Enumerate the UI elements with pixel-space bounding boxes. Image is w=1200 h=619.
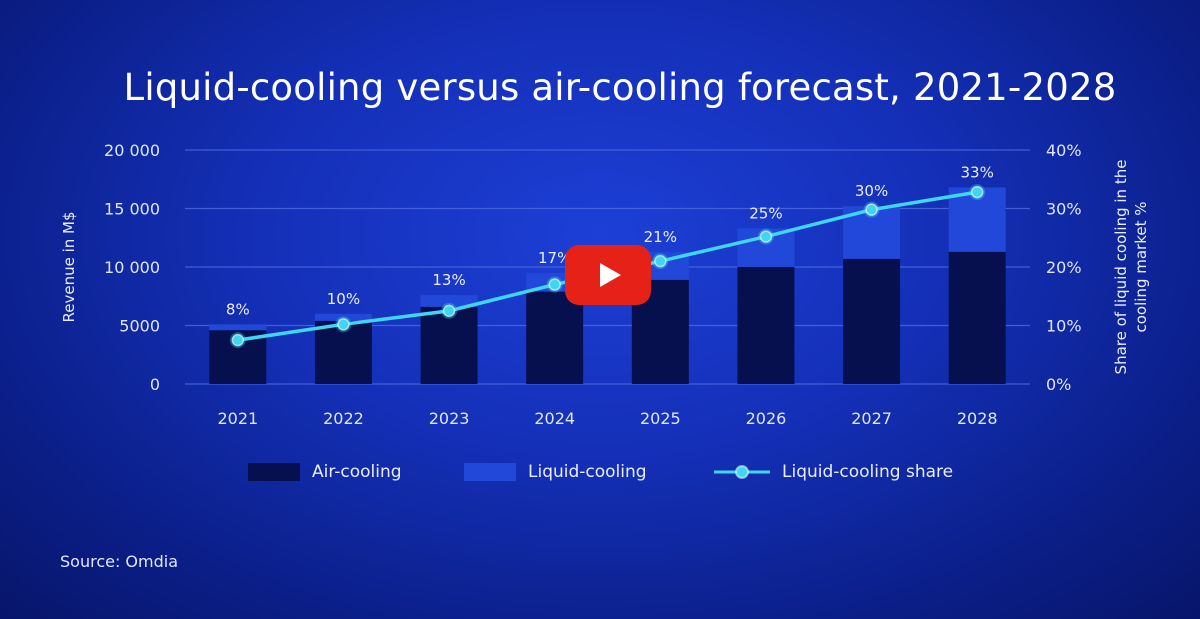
x-tick-label: 2024: [534, 409, 575, 428]
data-label-share: 30%: [855, 182, 888, 200]
y-axis-label-right-line1: Share of liquid cooling in the: [1112, 160, 1130, 375]
y-axis-label-left: Revenue in M$: [60, 211, 78, 322]
bar-air-cooling: [948, 251, 1006, 384]
y-tick-label-right: 10%: [1046, 317, 1082, 336]
source-note: Source: Omdia: [60, 552, 179, 571]
chart-title: Liquid-cooling versus air-cooling foreca…: [123, 66, 1117, 109]
legend-label-liquid-cooling-share: Liquid-cooling share: [782, 462, 954, 482]
x-tick-label: 2027: [851, 409, 892, 428]
point-liquid-cooling-share: [865, 203, 878, 216]
point-liquid-cooling-share: [970, 185, 984, 199]
x-tick-label: 2026: [746, 409, 787, 428]
legend-item-liquid-cooling-share: Liquid-cooling share: [714, 462, 953, 482]
legend-item-air-cooling: Air-cooling: [248, 462, 402, 482]
legend-swatch-liquid-cooling: [464, 463, 516, 481]
play-icon: [600, 263, 621, 287]
legend-label-liquid-cooling: Liquid-cooling: [528, 462, 647, 482]
y-tick-label-right: 0%: [1046, 375, 1071, 394]
x-tick-label: 2025: [640, 409, 681, 428]
data-label-share: 21%: [644, 228, 677, 246]
point-liquid-cooling-share: [337, 318, 350, 331]
bar-air-cooling: [420, 306, 478, 384]
y-tick-label-left: 15 000: [104, 200, 160, 219]
legend: Air-cooling Liquid-cooling Liquid-coolin…: [0, 462, 1200, 486]
bar-air-cooling: [737, 267, 795, 384]
y-tick-label-left: 20 000: [104, 141, 160, 160]
y-tick-label-right: 30%: [1046, 200, 1082, 219]
video-play-button[interactable]: [565, 245, 651, 305]
y-axis-label-right-line2: cooling market %: [1132, 202, 1150, 333]
data-label-share: 17%: [538, 249, 571, 267]
point-liquid-cooling-share: [231, 333, 245, 347]
data-label-share: 25%: [749, 204, 782, 222]
bar-liquid-cooling: [209, 324, 267, 331]
bar-liquid-cooling: [314, 313, 372, 321]
x-tick-label: 2023: [429, 409, 470, 428]
point-liquid-cooling-share: [442, 304, 456, 318]
point-liquid-cooling-share: [654, 254, 667, 268]
legend-label-air-cooling: Air-cooling: [312, 462, 402, 482]
bar-air-cooling: [526, 291, 584, 384]
y-tick-label-right: 40%: [1046, 141, 1082, 160]
y-tick-label-right: 20%: [1046, 258, 1082, 277]
x-tick-label: 2021: [217, 409, 258, 428]
bar-liquid-cooling: [420, 295, 478, 307]
point-liquid-cooling-share: [759, 230, 773, 243]
data-label-share: 13%: [432, 271, 465, 289]
bar-air-cooling: [843, 258, 901, 384]
data-label-share: 10%: [327, 290, 360, 308]
legend-item-liquid-cooling: Liquid-cooling: [464, 462, 647, 482]
data-label-share: 33%: [961, 163, 994, 181]
data-label-share: 8%: [226, 300, 250, 318]
x-tick-label: 2028: [957, 409, 998, 428]
legend-swatch-share-line: [714, 465, 770, 479]
legend-swatch-air-cooling: [248, 463, 300, 481]
x-tick-label: 2022: [323, 409, 364, 428]
point-liquid-cooling-share: [548, 278, 561, 291]
y-tick-label-left: 0: [150, 375, 160, 394]
y-tick-label-left: 10 000: [104, 258, 160, 277]
bar-air-cooling: [314, 320, 372, 384]
y-tick-label-left: 5000: [119, 317, 160, 336]
